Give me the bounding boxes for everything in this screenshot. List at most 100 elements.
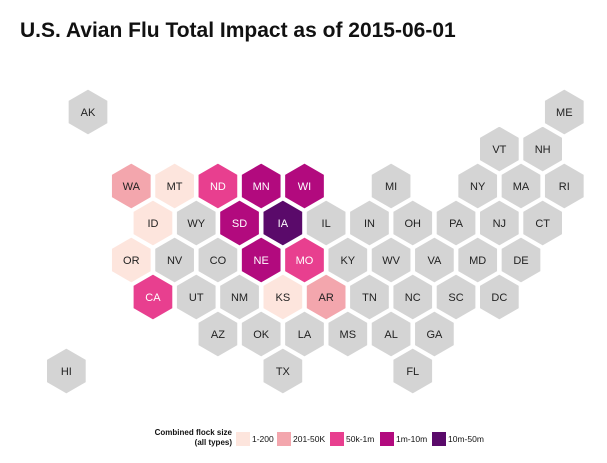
state-hex-tn: TN bbox=[348, 272, 391, 322]
state-hex-mt: MT bbox=[153, 161, 196, 211]
state-hex-ne: NE bbox=[239, 235, 283, 285]
state-hex-wi: WI bbox=[283, 161, 326, 211]
legend-label: 1m-10m bbox=[396, 434, 428, 444]
state-label: NH bbox=[535, 144, 551, 156]
state-label: PA bbox=[449, 218, 464, 230]
state-label: CT bbox=[535, 218, 550, 230]
state-label: AL bbox=[384, 329, 397, 341]
state-hex-ca: CA bbox=[131, 272, 175, 322]
state-hex-shape bbox=[369, 161, 413, 211]
state-hex-id: ID bbox=[131, 198, 175, 248]
state-hex-shape bbox=[283, 235, 326, 285]
state-hex-fl: FL bbox=[391, 346, 435, 396]
state-hex-az: AZ bbox=[196, 309, 240, 359]
state-hex-shape bbox=[478, 124, 521, 174]
state-hex-md: MD bbox=[456, 235, 500, 285]
state-hex-shape bbox=[131, 272, 175, 322]
state-hex-shape bbox=[283, 161, 326, 211]
state-hex-ny: NY bbox=[456, 161, 500, 211]
state-hex-ma: MA bbox=[499, 161, 543, 211]
legend-label: 10m-50m bbox=[448, 434, 484, 444]
state-label: RI bbox=[559, 181, 570, 193]
legend-title: Combined flock size (all types) bbox=[140, 428, 232, 448]
state-hex-shape bbox=[499, 161, 543, 211]
state-label: DC bbox=[491, 292, 507, 304]
state-hex-shape bbox=[542, 87, 586, 137]
state-hex-ct: CT bbox=[521, 198, 564, 248]
state-hex-shape bbox=[109, 161, 153, 211]
state-hex-mi: MI bbox=[369, 161, 413, 211]
state-label: WA bbox=[123, 181, 141, 193]
state-hex-shape bbox=[131, 198, 175, 248]
state-label: MT bbox=[167, 181, 183, 193]
state-hex-shape bbox=[196, 235, 240, 285]
state-hex-me: ME bbox=[542, 87, 586, 137]
state-hex-dc: DC bbox=[478, 272, 521, 322]
state-hex-ky: KY bbox=[326, 235, 370, 285]
state-hex-ks: KS bbox=[261, 272, 305, 322]
state-hex-de: DE bbox=[499, 235, 543, 285]
state-hex-la: LA bbox=[283, 309, 326, 359]
state-label: NV bbox=[167, 255, 183, 267]
state-label: ME bbox=[556, 107, 573, 119]
state-hex-shape bbox=[521, 124, 564, 174]
state-label: MI bbox=[385, 181, 397, 193]
state-hex-shape bbox=[174, 272, 218, 322]
state-label: VT bbox=[492, 144, 506, 156]
state-hex-shape bbox=[174, 198, 218, 248]
state-hex-shape bbox=[283, 309, 326, 359]
state-hex-shape bbox=[45, 346, 88, 396]
state-hex-shape bbox=[391, 346, 435, 396]
state-hex-co: CO bbox=[196, 235, 240, 285]
state-label: OK bbox=[253, 329, 270, 341]
state-hex-nj: NJ bbox=[478, 198, 521, 248]
state-hex-vt: VT bbox=[478, 124, 521, 174]
state-label: NE bbox=[254, 255, 269, 267]
state-hex-nv: NV bbox=[153, 235, 196, 285]
state-hex-shape bbox=[196, 309, 240, 359]
legend-item: 201-50K bbox=[277, 432, 325, 446]
state-hex-shape bbox=[304, 272, 348, 322]
state-label: KS bbox=[276, 292, 291, 304]
state-hex-shape bbox=[456, 161, 500, 211]
state-hex-shape bbox=[261, 346, 305, 396]
state-label: MS bbox=[340, 329, 357, 341]
state-hex-nc: NC bbox=[391, 272, 435, 322]
state-hex-shape bbox=[348, 198, 391, 248]
state-hex-shape bbox=[196, 161, 240, 211]
state-label: IL bbox=[322, 218, 331, 230]
state-label: CO bbox=[210, 255, 227, 267]
state-label: TX bbox=[276, 366, 291, 378]
state-label: IA bbox=[278, 218, 289, 230]
state-label: MA bbox=[513, 181, 530, 193]
state-hex-sd: SD bbox=[218, 198, 261, 248]
state-label: LA bbox=[298, 329, 312, 341]
state-label: WY bbox=[187, 218, 205, 230]
state-hex-ga: GA bbox=[413, 309, 456, 359]
legend-swatch bbox=[432, 432, 446, 446]
state-hex-ri: RI bbox=[542, 161, 586, 211]
state-label: WV bbox=[382, 255, 400, 267]
state-hex-shape bbox=[434, 198, 478, 248]
state-label: UT bbox=[189, 292, 204, 304]
legend-swatch bbox=[277, 432, 291, 446]
state-hex-pa: PA bbox=[434, 198, 478, 248]
state-hex-shape bbox=[218, 198, 261, 248]
state-hex-shape bbox=[304, 198, 348, 248]
state-label: MN bbox=[253, 181, 270, 193]
state-label: ND bbox=[210, 181, 226, 193]
state-hex-shape bbox=[239, 161, 283, 211]
state-label: TN bbox=[362, 292, 377, 304]
state-hex-shape bbox=[434, 272, 478, 322]
state-hex-wv: WV bbox=[369, 235, 413, 285]
state-label: NY bbox=[470, 181, 486, 193]
state-label: OR bbox=[123, 255, 140, 267]
state-hex-shape bbox=[369, 235, 413, 285]
state-label: AR bbox=[319, 292, 334, 304]
state-hex-nm: NM bbox=[218, 272, 261, 322]
state-label: VA bbox=[427, 255, 442, 267]
state-hex-mo: MO bbox=[283, 235, 326, 285]
state-hex-shape bbox=[413, 309, 456, 359]
state-hex-wa: WA bbox=[109, 161, 153, 211]
legend-label: 1-200 bbox=[252, 434, 274, 444]
